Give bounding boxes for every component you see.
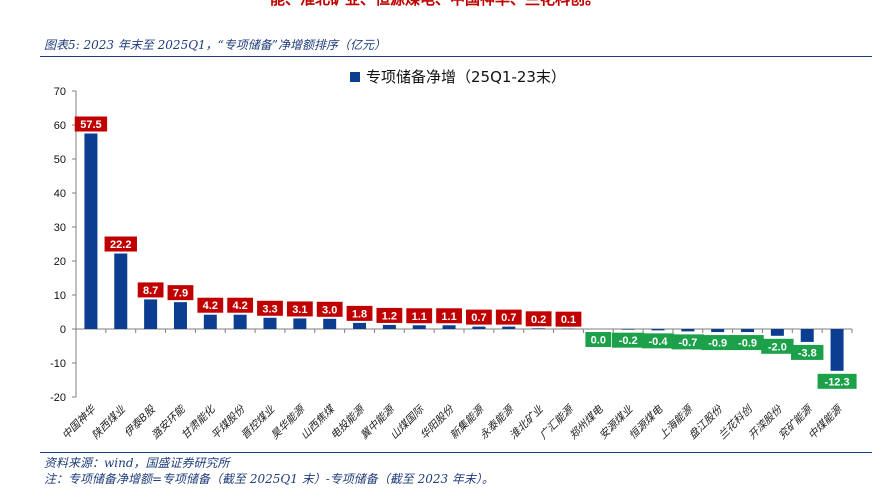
y-tick-label: 10	[54, 290, 66, 302]
data-label-box	[731, 335, 764, 351]
bar	[233, 314, 247, 329]
data-label-box	[585, 332, 612, 347]
data-label-box	[436, 308, 462, 324]
bottom-rule	[40, 452, 872, 453]
data-label: 0.0	[591, 335, 606, 347]
figure-title: 图表5: 2023 年末至 2025Q1，“专项储备”净增额排序（亿元）	[44, 38, 386, 52]
bar	[770, 329, 784, 336]
data-label: 1.2	[382, 310, 397, 322]
bar	[800, 329, 814, 342]
data-label-box	[791, 344, 824, 360]
data-label-box	[641, 333, 675, 349]
data-label-box	[167, 285, 194, 301]
bar	[323, 318, 337, 329]
bar	[144, 299, 158, 329]
y-tick-label: -10	[50, 358, 66, 370]
footnote: 注：专项储备净增额=专项储备（截至 2025Q1 末）-专项储备（截至 2023…	[44, 472, 494, 486]
data-label-box	[555, 311, 582, 327]
data-label: -0.2	[619, 335, 638, 347]
data-label: -0.4	[649, 336, 669, 348]
top-rule	[40, 56, 872, 57]
data-label: 3.3	[262, 303, 277, 315]
data-label-box	[817, 373, 857, 389]
data-label-box	[74, 116, 108, 132]
y-tick-label: 30	[54, 222, 66, 234]
data-label-box	[671, 334, 705, 350]
bar	[681, 329, 695, 332]
data-label-box	[197, 297, 224, 313]
data-label: 1.8	[352, 308, 367, 320]
data-label-box	[525, 311, 552, 327]
data-label: -0.7	[678, 337, 697, 349]
data-label-box	[346, 305, 373, 321]
data-label: 57.5	[80, 119, 101, 131]
x-tick-label: 陕西煤业	[90, 403, 129, 442]
bar	[711, 329, 725, 333]
legend-label: 专项储备净增（25Q1-23末）	[366, 68, 566, 86]
data-label-box	[761, 338, 794, 354]
data-label: 0.7	[501, 312, 516, 324]
data-label: 7.9	[173, 288, 188, 300]
data-label-box	[286, 301, 313, 317]
data-label: 4.2	[233, 300, 248, 312]
bar	[114, 253, 128, 329]
bar	[173, 302, 187, 329]
bar	[741, 329, 755, 333]
cut-off-heading-text: 能、淮北矿业、恒源煤电、中国神华、兰花科创。	[270, 0, 660, 8]
data-label: 22.2	[110, 239, 131, 251]
data-label: 8.7	[143, 285, 158, 297]
bar	[830, 329, 844, 371]
y-tick-label: 20	[54, 256, 66, 268]
y-tick-label: 50	[54, 154, 66, 166]
data-label: 3.1	[292, 304, 307, 316]
data-label-box	[227, 297, 254, 313]
data-label-box	[611, 332, 645, 348]
y-tick-label: 60	[54, 120, 66, 132]
data-label-box	[466, 309, 492, 325]
data-label: 3.0	[322, 304, 337, 316]
bar	[353, 322, 367, 329]
data-label: 0.1	[561, 314, 576, 326]
bar	[203, 314, 217, 329]
data-label: -0.9	[708, 338, 727, 350]
y-tick-label: 40	[54, 188, 66, 200]
source-note: 资料来源：wind，国盛证券研究所	[44, 456, 230, 470]
y-tick-label: 70	[54, 86, 66, 98]
data-label-box	[316, 301, 343, 317]
data-label-box	[701, 335, 734, 351]
data-label-box	[495, 309, 522, 325]
data-label: 4.2	[203, 300, 218, 312]
data-label-box	[137, 282, 164, 298]
bar	[472, 326, 486, 329]
data-label: -2.0	[768, 341, 787, 353]
bar	[84, 133, 98, 329]
data-label-box	[406, 308, 433, 324]
data-label: 0.2	[531, 314, 546, 326]
data-label-box	[257, 300, 283, 316]
bar	[382, 324, 396, 329]
y-tick-label: -20	[50, 392, 66, 404]
y-tick-label: 0	[60, 324, 66, 336]
bar	[651, 329, 665, 331]
x-tick-label: 中煤能源	[806, 402, 846, 442]
data-label: -0.9	[738, 338, 757, 350]
data-label-box	[104, 236, 137, 252]
bar	[621, 329, 635, 330]
bar	[442, 325, 456, 329]
data-label: -3.8	[798, 347, 817, 359]
bar	[502, 326, 516, 329]
chart-legend: 专项储备净增（25Q1-23末）	[350, 66, 566, 87]
bar	[532, 328, 546, 329]
bar	[263, 317, 277, 329]
legend-swatch	[350, 71, 360, 82]
data-label-box	[376, 307, 403, 323]
data-label: 1.1	[412, 311, 427, 323]
bar	[293, 318, 307, 329]
data-label: -12.3	[825, 376, 850, 388]
data-label: 1.1	[441, 311, 456, 323]
data-label: 0.7	[471, 312, 486, 324]
bar	[412, 325, 426, 329]
